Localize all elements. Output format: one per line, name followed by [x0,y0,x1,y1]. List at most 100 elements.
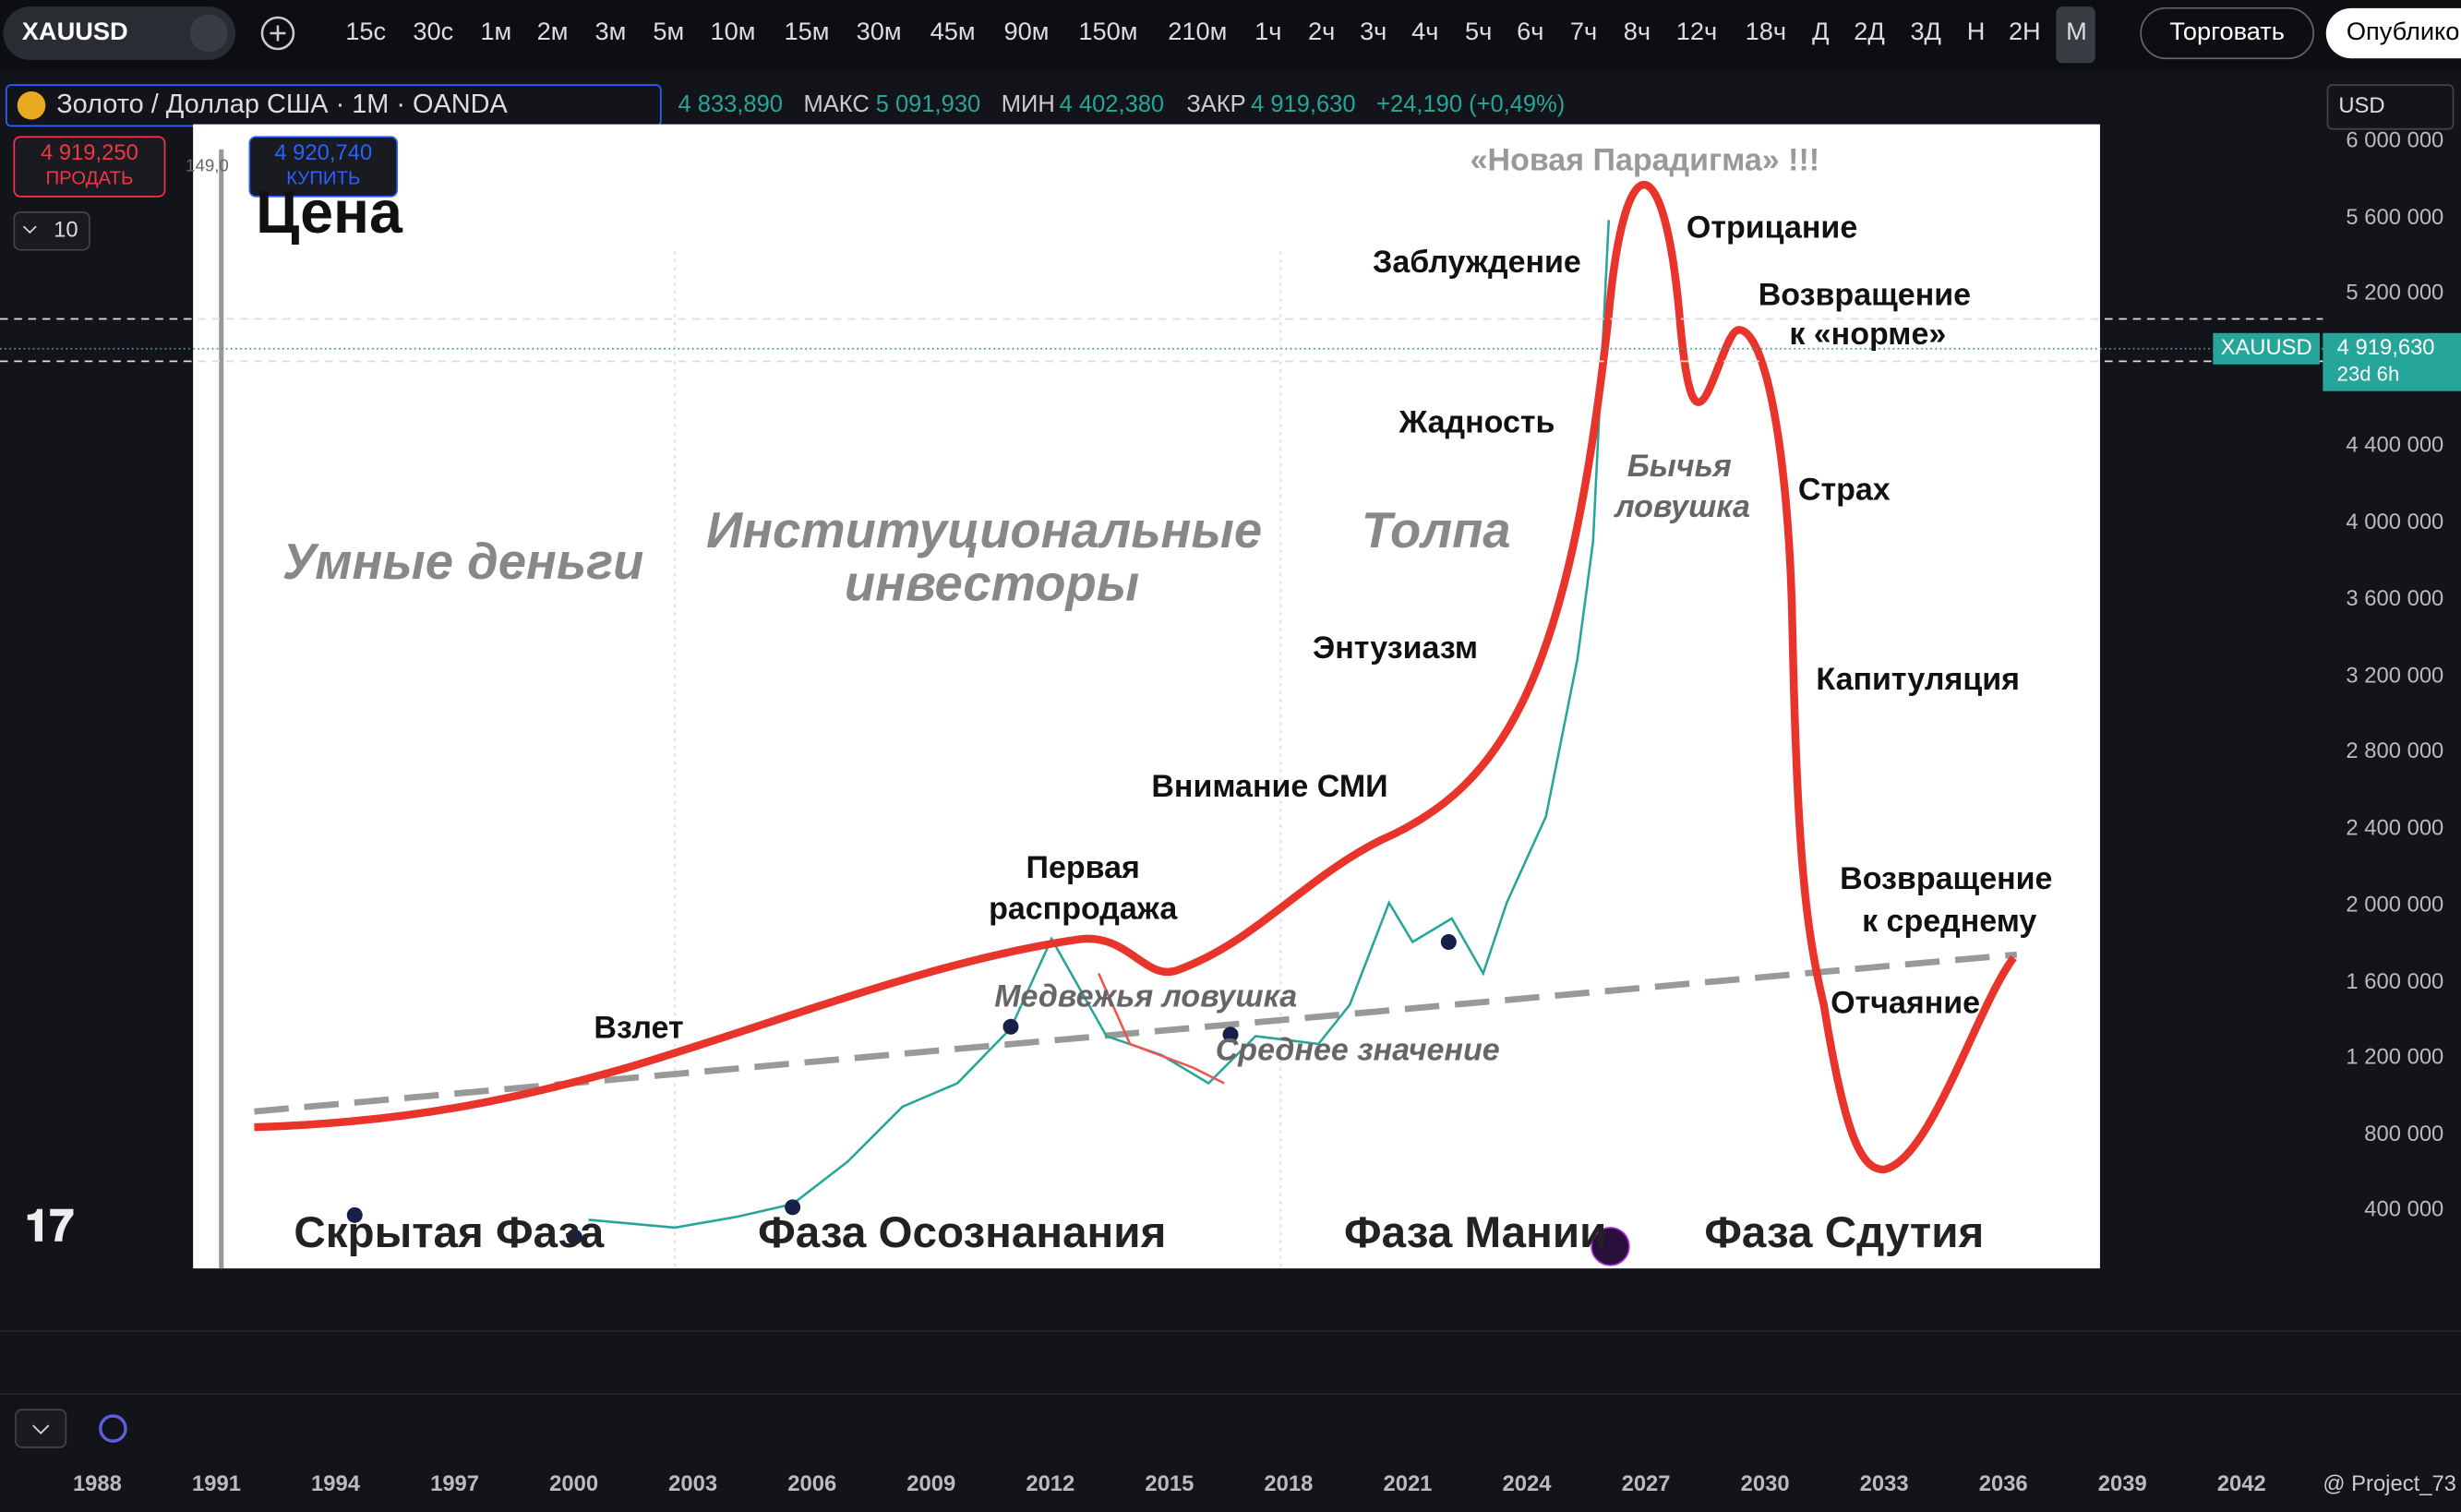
qty[interactable]: 10 [54,218,78,243]
symbol[interactable]: XAUUSD [22,17,128,45]
price-label: 2 000 000 [2346,893,2443,918]
price-label: 1 600 000 [2346,969,2443,994]
interval[interactable]: 15с [345,17,386,45]
toolbar [0,0,2461,70]
stage-label: Отрицание [1687,210,1857,246]
sync-icon[interactable] [99,1414,127,1443]
symbol-box[interactable] [3,6,236,60]
phase-label: Фаза Мании [1344,1208,1606,1257]
year-label: 2036 [1979,1471,2028,1496]
year-label: 2000 [549,1471,598,1496]
legend-high-label: МАКС [804,91,870,117]
interval[interactable]: 2ч [1308,17,1335,45]
overlay-title: Цена [256,179,403,246]
interval[interactable]: 5м [653,17,684,45]
year-label: 2015 [1145,1471,1194,1496]
interval[interactable]: 15м [784,17,829,45]
group-label: Толпа [1362,502,1511,558]
legend-close-label: ЗАКР [1186,91,1245,117]
tv-logo: 𝟏𝟕 [25,1202,74,1251]
publish-button[interactable] [2325,7,2461,59]
overlay-dots [346,933,1457,1245]
price-label: 2 400 000 [2346,815,2443,840]
interval[interactable]: Д [1812,17,1829,45]
stage-label: Среднее значение [1216,1032,1500,1067]
interval[interactable]: М [2066,17,2087,45]
interval[interactable]: Н [1967,17,1986,45]
interval[interactable]: 7ч [1570,17,1597,45]
sell-button[interactable] [13,136,166,198]
interval[interactable]: 3Д [1910,17,1941,45]
year-label: 1994 [311,1471,361,1496]
stage-label: Первая [1026,850,1140,885]
interval[interactable]: 90м [1003,17,1049,45]
price-label: 6 000 000 [2346,128,2443,153]
price-label: 2 800 000 [2346,738,2443,763]
buy-button[interactable] [248,136,399,198]
interval[interactable]: 30с [413,17,453,45]
price-label: 3 600 000 [2346,586,2443,611]
legend-high: 5 091,930 [876,91,980,117]
interval[interactable]: 2м [537,17,569,45]
gold-icon [17,90,46,120]
interval[interactable]: 2Д [1854,17,1885,45]
price-label: 4 000 000 [2346,510,2443,534]
publish-label[interactable]: Опублико [2347,17,2460,45]
trade-label[interactable]: Торговать [2169,17,2284,45]
year-label: 2012 [1026,1471,1074,1496]
tag-price-box [2323,332,2461,391]
premium-icon[interactable] [189,14,228,53]
interval[interactable]: 6ч [1517,17,1543,45]
paradigm: «Новая Парадигма» !!! [1471,142,1819,177]
sell-label[interactable]: ПРОДАТЬ [45,169,133,189]
legend-change: +24,190 (+0,49%) [1376,91,1565,117]
interval[interactable]: 150м [1078,17,1137,45]
overlay-lines [219,149,2018,1269]
event-icon[interactable] [1591,1227,1630,1266]
interval[interactable]: 8ч [1624,17,1651,45]
interval[interactable]: 10м [711,17,756,45]
qty-chevron [22,225,37,234]
interval[interactable]: 210м [1168,17,1227,45]
add-symbol[interactable] [260,16,295,51]
year-label: 1997 [430,1471,479,1496]
interval[interactable]: 1ч [1255,17,1281,45]
group-label: инвесторы [845,556,1139,612]
qty-box[interactable] [13,211,90,251]
year-label: 2027 [1622,1471,1671,1496]
tag-time: 23d 6h [2337,363,2400,386]
interval[interactable]: 45м [930,17,976,45]
year-label: 2006 [787,1471,836,1496]
stage-label: Внимание СМИ [1151,769,1387,804]
price-label: 800 000 [2364,1122,2443,1146]
sell-price[interactable]: 4 919,250 [41,140,138,165]
stage-label: Капитуляция [1816,662,2020,697]
interval[interactable]: 30м [857,17,902,45]
interval[interactable]: 12ч [1676,17,1717,45]
collapse-button[interactable] [15,1409,67,1448]
interval[interactable]: 18ч [1746,17,1786,45]
tag-price: 4 919,630 [2337,335,2435,360]
interval[interactable]: 3м [594,17,626,45]
currency[interactable]: USD [2338,93,2384,118]
buy-label[interactable]: КУПИТЬ [286,169,360,189]
spread: 149,0 [186,155,229,174]
interval[interactable]: 3ч [1360,17,1387,45]
price-label: 1 200 000 [2346,1045,2443,1070]
legend-close: 4 919,630 [1251,91,1355,117]
interval[interactable]: 1м [480,17,511,45]
collapse-icon [32,1424,50,1434]
panel-separators [0,1330,2461,1396]
year-label: 2009 [906,1471,955,1496]
currency-select[interactable] [2326,84,2455,130]
interval[interactable]: 4ч [1411,17,1438,45]
buy-price[interactable]: 4 920,740 [274,140,372,165]
interval[interactable]: 2Н [2009,17,2041,45]
add-icon [270,25,286,42]
trade-button[interactable] [2140,6,2315,60]
price-label: 3 200 000 [2346,663,2443,688]
legend-open: 4 833,890 [678,91,783,117]
interval[interactable]: 5ч [1465,17,1492,45]
